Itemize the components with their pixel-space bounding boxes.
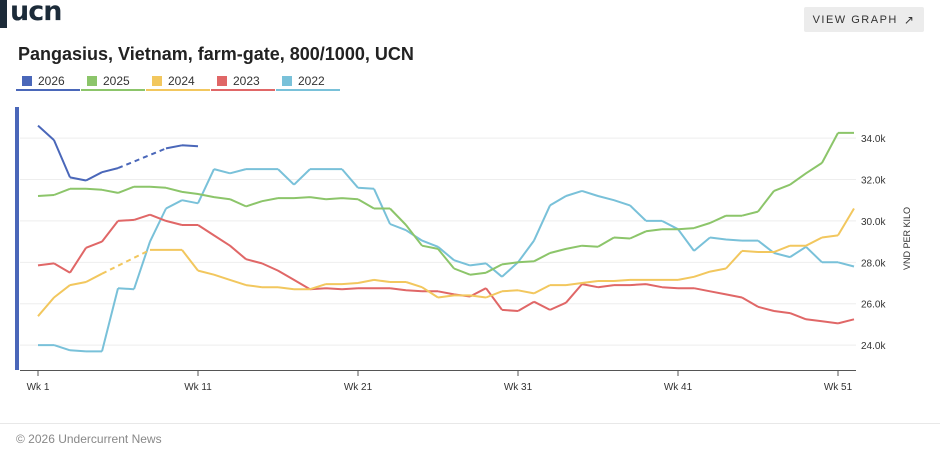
series-line-2022[interactable] xyxy=(38,168,855,353)
series-gap-line-2026 xyxy=(117,147,167,170)
legend-swatch-2022 xyxy=(282,76,292,86)
y-axis-title: VND PER KILO xyxy=(902,207,912,270)
copyright-text: © 2026 Undercurrent News xyxy=(16,432,162,446)
y-tick-label: 28.0k xyxy=(861,258,886,269)
legend-swatch-2025 xyxy=(87,76,97,86)
legend-swatch-2024 xyxy=(152,76,162,86)
legend-label-2023: 2023 xyxy=(233,74,260,88)
series-2025 xyxy=(37,131,854,276)
chart-title: Pangasius, Vietnam, farm-gate, 800/1000,… xyxy=(18,44,414,64)
y-tick-label: 24.0k xyxy=(861,341,886,352)
series-line-2026[interactable] xyxy=(37,124,199,182)
y-tick-label: 30.0k xyxy=(861,217,886,228)
logo-bar xyxy=(0,0,7,28)
series-line-2023[interactable] xyxy=(37,213,855,325)
view-graph-button[interactable]: VIEW GRAPH ↗ xyxy=(804,7,924,32)
arrow-up-right-icon: ↗ xyxy=(903,12,916,27)
legend-item-2022[interactable]: 2022 xyxy=(276,73,340,91)
series-2023 xyxy=(37,213,855,325)
chart-accent-bar xyxy=(15,107,19,370)
legend-item-2024[interactable]: 2024 xyxy=(146,73,210,91)
legend-item-2025[interactable]: 2025 xyxy=(81,73,145,91)
series-2024 xyxy=(37,207,855,317)
x-tick-label: Wk 11 xyxy=(184,382,212,393)
legend-item-2023[interactable]: 2023 xyxy=(211,73,275,91)
series-line-2024[interactable] xyxy=(37,207,855,317)
legend-item-2026[interactable]: 2026 xyxy=(16,73,80,91)
legend-label-2024: 2024 xyxy=(168,74,195,88)
chart-legend: 2026 2025 2024 2023 2022 xyxy=(16,73,341,91)
x-tick-label: Wk 31 xyxy=(504,382,533,393)
legend-label-2022: 2022 xyxy=(298,74,325,88)
y-tick-label: 32.0k xyxy=(861,175,886,186)
logo[interactable]: ucn xyxy=(10,0,62,27)
series-2026 xyxy=(37,124,199,182)
y-tick-label: 26.0k xyxy=(861,300,886,311)
x-tick-label: Wk 41 xyxy=(664,382,693,393)
series-2022 xyxy=(38,168,855,353)
x-tick-label: Wk 1 xyxy=(27,382,50,393)
y-tick-label: 34.0k xyxy=(861,134,886,145)
x-tick-label: Wk 51 xyxy=(824,382,853,393)
legend-swatch-2026 xyxy=(22,76,32,86)
series-line-2025[interactable] xyxy=(37,131,854,276)
legend-label-2025: 2025 xyxy=(103,74,130,88)
footer-divider xyxy=(0,423,940,424)
legend-label-2026: 2026 xyxy=(38,74,65,88)
view-graph-label: VIEW GRAPH xyxy=(812,13,898,26)
x-tick-label: Wk 21 xyxy=(344,382,373,393)
legend-swatch-2023 xyxy=(217,76,227,86)
